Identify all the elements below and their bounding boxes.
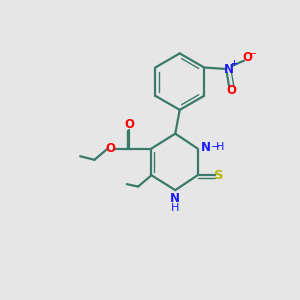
Text: N: N [224, 62, 233, 76]
Text: N: N [201, 140, 211, 154]
Text: O: O [242, 51, 252, 64]
Text: O: O [106, 142, 116, 155]
Text: N: N [170, 192, 180, 205]
Text: H: H [171, 202, 179, 213]
Text: H: H [216, 142, 224, 152]
Text: −: − [250, 49, 258, 59]
Text: O: O [226, 84, 236, 97]
Text: S: S [214, 169, 224, 182]
Text: O: O [124, 118, 134, 131]
Text: +: + [230, 59, 237, 68]
Text: −: − [211, 142, 220, 152]
